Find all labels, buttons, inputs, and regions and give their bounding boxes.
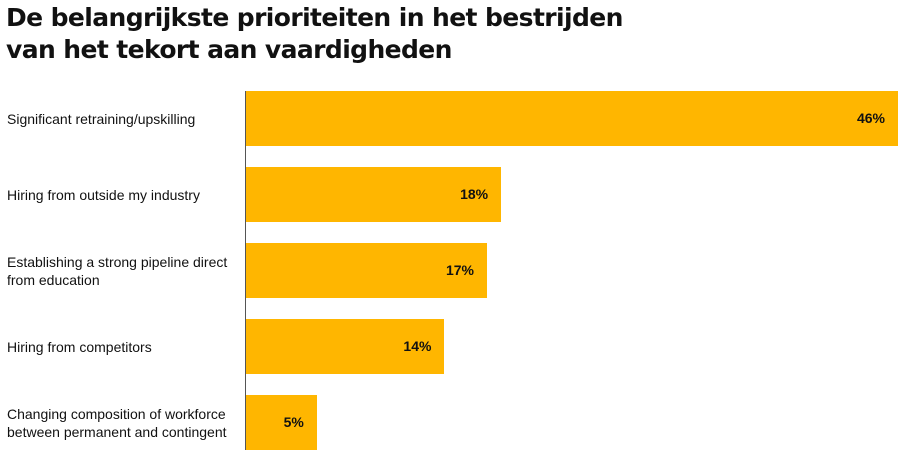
title-line-1: De belangrijkste prioriteiten in het bes… xyxy=(6,3,623,32)
data-label: 17% xyxy=(445,262,474,278)
category-label: Hiring from outside my industry xyxy=(7,186,200,203)
data-label: 14% xyxy=(403,338,432,354)
category-label: Hiring from competitors xyxy=(7,338,152,355)
category-label: Establishing a strong pipeline direct fr… xyxy=(7,253,228,288)
bar xyxy=(246,167,502,222)
bar xyxy=(246,395,317,450)
data-label: 18% xyxy=(460,186,489,202)
data-label: 5% xyxy=(283,414,304,430)
category-label: Changing composition of workforce betwee… xyxy=(7,405,227,440)
bar xyxy=(246,243,487,298)
bar xyxy=(246,319,445,374)
category-label: Significant retraining/upskilling xyxy=(7,110,196,127)
y-axis-line xyxy=(245,91,246,450)
data-label: 46% xyxy=(856,110,885,126)
chart-title: De belangrijkste prioriteiten in het bes… xyxy=(6,2,623,66)
title-line-2: van het tekort aan vaardigheden xyxy=(6,35,452,64)
bar xyxy=(246,91,898,146)
